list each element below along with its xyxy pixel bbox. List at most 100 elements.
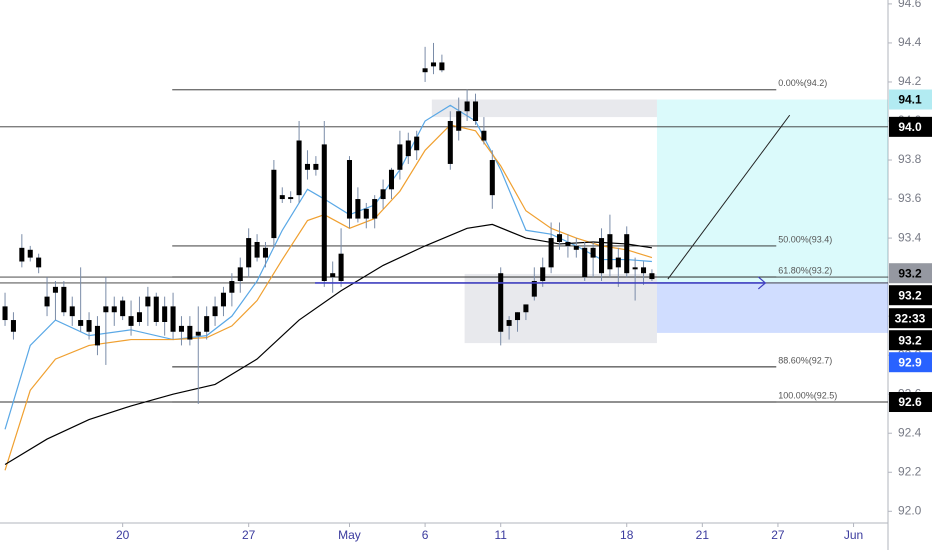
candle-body (649, 273, 655, 280)
price-label: 92.9 (898, 355, 922, 369)
candle-body (464, 101, 470, 112)
arrow-head (757, 276, 767, 290)
candle-body (523, 304, 529, 313)
candle-body (313, 163, 319, 170)
candle-body (590, 247, 596, 258)
candle-body (330, 273, 336, 278)
candle-body (170, 306, 176, 332)
candle-body (69, 306, 75, 317)
candle-body (254, 241, 260, 258)
candle-body (372, 199, 378, 219)
y-tick-label: 93.8 (898, 152, 922, 166)
candle-body (405, 140, 411, 157)
candle-body (19, 247, 25, 262)
price-label: 94.1 (898, 93, 922, 107)
y-tick-label: 92.4 (898, 425, 922, 439)
candle-body (271, 169, 277, 239)
price-label-box (889, 285, 932, 306)
y-tick-label: 92.2 (898, 464, 922, 478)
x-tick-label: 27 (771, 528, 785, 542)
candle-body (439, 62, 445, 71)
candle-body (128, 316, 134, 326)
price-label-box (889, 308, 932, 329)
fib-label: 88.60%(92.7) (778, 355, 832, 365)
candle-body (120, 300, 126, 317)
candle-body (422, 68, 428, 73)
candle-body (220, 292, 226, 307)
candle-body (212, 306, 218, 317)
candle-body (52, 286, 58, 293)
candle-body (103, 306, 109, 313)
candle-body (2, 306, 8, 321)
candle-body (296, 140, 302, 196)
y-tick-label: 94.2 (898, 74, 922, 88)
candle-body (86, 320, 92, 332)
candle-body (204, 316, 210, 332)
price-label-box (889, 263, 932, 284)
candle-body (178, 325, 184, 332)
price-label-box (889, 89, 932, 110)
price-label: 94.0 (898, 120, 922, 134)
candle-body (36, 257, 42, 268)
price-label: 93.2 (898, 288, 922, 302)
candle-body (556, 234, 563, 242)
candle-body (615, 257, 621, 268)
fib-label: 50.00%(93.4) (778, 234, 832, 244)
candle-body (514, 312, 521, 321)
candle-body (548, 238, 554, 268)
y-tick-label: 94.4 (898, 35, 922, 49)
x-tick-label: 20 (116, 528, 130, 542)
candle-body (153, 296, 159, 322)
candle-body (573, 245, 579, 250)
x-tick-label: Jun (844, 528, 863, 542)
candle-body (355, 199, 361, 219)
price-label-box (889, 352, 932, 373)
candle-body (246, 238, 252, 268)
candle-body (506, 320, 512, 326)
candle-body (44, 296, 50, 307)
candle-body (388, 169, 395, 190)
x-tick-label: 18 (620, 528, 634, 542)
price-label: 32:33 (895, 311, 926, 325)
x-tick-label: 21 (696, 528, 710, 542)
fib-label: 100.00%(92.5) (778, 390, 837, 400)
candle-body (111, 306, 117, 313)
zone (656, 281, 888, 333)
y-tick-label: 93.4 (898, 230, 922, 244)
zone (464, 273, 657, 344)
trend-line (667, 114, 791, 280)
y-tick-label: 92.0 (898, 503, 922, 517)
candle-body (229, 281, 235, 293)
price-label-box (889, 392, 932, 413)
candle-body (565, 241, 571, 246)
candle-body (321, 144, 327, 282)
candle-body (447, 120, 453, 164)
candle-body (472, 101, 479, 121)
x-tick-label: May (338, 528, 361, 542)
x-tick-label: 11 (494, 528, 507, 542)
price-label-box (889, 116, 932, 137)
candle-body (632, 267, 638, 270)
candle-body (397, 144, 403, 170)
candle-body (27, 249, 33, 258)
zone (656, 99, 888, 282)
fib-label: 0.00%(94.2) (778, 78, 827, 88)
candle-body (641, 267, 647, 274)
candle-body (540, 267, 546, 282)
candle-body (94, 325, 100, 346)
candle-body (162, 306, 168, 322)
x-tick-label: 6 (422, 528, 429, 542)
candle-body (237, 267, 243, 282)
candle-body (78, 320, 84, 326)
candle-body (489, 160, 495, 196)
candle-body (582, 247, 588, 278)
candle-body (195, 331, 201, 336)
candle-body (624, 234, 630, 274)
candle-body (145, 296, 151, 307)
zone (431, 99, 657, 118)
candle-body (187, 325, 193, 340)
candle-body (288, 197, 294, 200)
candle-body (607, 234, 613, 270)
candle-body (430, 62, 437, 67)
y-tick-label: 93.6 (898, 191, 922, 205)
